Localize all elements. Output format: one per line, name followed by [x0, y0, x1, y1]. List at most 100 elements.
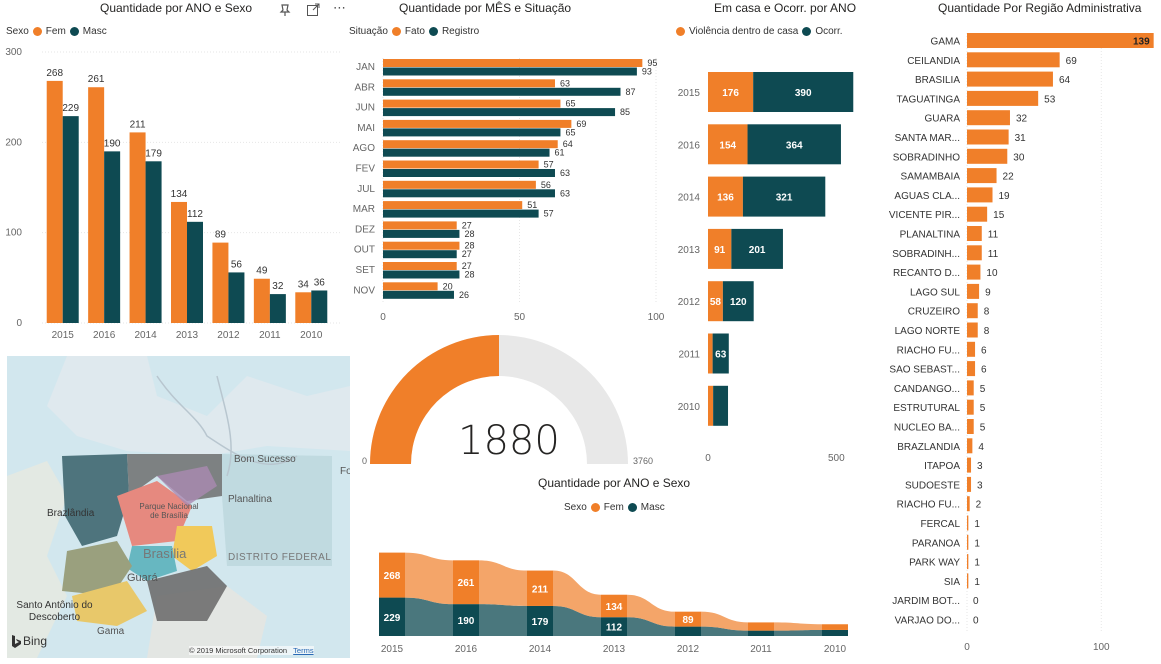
chart1-x-tick: 2011 — [259, 330, 281, 341]
chart6-x-tick: 2012 — [677, 644, 700, 655]
chart6-legend-fem[interactable]: Fem — [603, 502, 624, 513]
chart1-data-label: 89 — [215, 230, 227, 241]
chart3-bar-violencia — [708, 228, 732, 269]
chart1-data-label: 32 — [272, 281, 284, 292]
chart6-legend-title: Sexo — [564, 502, 587, 513]
chart3-bar-ocorr — [742, 176, 826, 217]
chart1-legend-fem[interactable]: Fem — [45, 26, 66, 37]
chart1-x-tick: 2016 — [93, 330, 116, 341]
chart1-data-label: 261 — [88, 74, 105, 85]
chart4-bar — [967, 438, 973, 454]
chart3-y-tick: 2013 — [678, 245, 701, 256]
chart4-data-label: 15 — [993, 210, 1005, 221]
chart3-legend-ocorr[interactable]: Ocorr. — [815, 26, 843, 37]
chart6-bar-masc — [675, 626, 701, 636]
chart6-data-label: 134 — [606, 602, 623, 613]
chart4-y-tick: SUDOESTE — [905, 480, 960, 491]
pin-icon[interactable] — [278, 3, 292, 20]
chart2-bar-registro — [383, 290, 454, 299]
chart6-ribbon-fem — [627, 594, 675, 627]
chart2-data-label: 26 — [459, 290, 469, 300]
chart3-y-tick: 2014 — [678, 193, 701, 204]
chart4-y-tick: TAGUATINGA — [896, 94, 960, 105]
map-label-santo-antonio: Santo Antônio do Descoberto — [16, 600, 93, 623]
chart2-bar-fato — [383, 180, 536, 189]
map-visual[interactable]: Bom Sucesso Planaltina Parque Nacional d… — [7, 356, 350, 658]
chart1-data-label: 179 — [145, 148, 162, 159]
chart4-bar — [967, 206, 988, 222]
chart2-bar-fato — [383, 140, 558, 149]
chart4-data-label: 19 — [999, 191, 1011, 202]
chart1-y-tick: 0 — [16, 318, 22, 329]
chart4-data-label: 8 — [984, 307, 990, 318]
chart4-y-tick: VARJAO DO... — [895, 616, 960, 627]
chart2-y-tick: AGO — [353, 143, 375, 154]
chart4-data-label: 5 — [980, 403, 986, 414]
chart4-bar — [967, 168, 997, 184]
chart2-data-label: 93 — [642, 67, 652, 77]
chart3-data-label: 58 — [710, 297, 722, 308]
chart2-bar-fato — [383, 241, 460, 250]
chart6-bar-masc — [822, 629, 848, 636]
chart2-data-label: 27 — [462, 249, 472, 259]
chart4-data-label: 5 — [980, 384, 986, 395]
chart3-legend: Violência dentro de casa Ocorr. — [676, 26, 843, 37]
chart4-data-label: 6 — [981, 345, 987, 356]
chart4-y-tick: RECANTO D... — [893, 268, 960, 279]
chart4-bar — [967, 419, 974, 434]
chart4-data-label: 3 — [977, 461, 983, 472]
chart6-ribbon-masc — [553, 605, 601, 636]
legend-dot-registro — [428, 27, 438, 36]
chart1-x-tick: 2014 — [134, 330, 157, 341]
chart3-title: Em casa e Ocorr. por ANO — [714, 1, 857, 15]
chart6-ribbon-masc — [701, 626, 748, 636]
chart6-bar-masc — [379, 597, 405, 636]
chart6-legend-masc[interactable]: Masc — [640, 502, 665, 513]
chart6-data-label: 261 — [458, 578, 475, 589]
chart2-data-label: 95 — [647, 58, 657, 68]
chart1-x-tick: 2015 — [52, 330, 75, 341]
chart6-bar-fem — [453, 560, 479, 605]
chart4-bar — [967, 90, 1039, 106]
chart4-bar — [967, 71, 1053, 87]
chart6-bar-masc — [527, 605, 553, 636]
chart4-bar — [967, 283, 980, 299]
map-terms-link[interactable]: Terms — [293, 646, 314, 655]
chart4-bar — [967, 573, 969, 589]
chart4-bar — [967, 187, 993, 203]
gauge-max: 3760 — [633, 456, 654, 466]
chart2-y-tick: SET — [356, 265, 375, 276]
chart2-bar-fato — [383, 59, 643, 67]
chart1-data-label: 112 — [187, 209, 203, 220]
chart6-data-label: 229 — [384, 613, 401, 624]
chart4-bar — [967, 322, 978, 338]
chart2-legend-fato[interactable]: Fato — [404, 26, 425, 37]
chart1-data-label: 56 — [231, 259, 243, 270]
chart2-data-label: 85 — [620, 107, 630, 117]
focus-mode-icon[interactable] — [306, 3, 320, 20]
chart2-data-label: 63 — [560, 168, 570, 178]
map-shapes — [7, 356, 350, 658]
chart2-bar-registro — [383, 87, 621, 96]
chart4-y-tick: ITAPOA — [924, 461, 960, 472]
chart6-ribbon-masc — [774, 629, 822, 636]
chart4-bar — [967, 303, 978, 319]
chart4-data-label: 0 — [973, 596, 979, 607]
chart3-y-tick: 2015 — [678, 88, 701, 99]
chart4-bar — [967, 110, 1010, 126]
chart2-data-label: 63 — [560, 188, 570, 198]
chart2-legend-registro[interactable]: Registro — [441, 26, 480, 37]
chart1-legend-masc[interactable]: Masc — [82, 26, 107, 37]
chart1-bar-fem — [212, 242, 229, 323]
chart3-legend-violencia[interactable]: Violência dentro de casa — [689, 26, 799, 37]
chart2-data-label: 65 — [565, 127, 575, 137]
chart2-data-label: 69 — [576, 119, 586, 129]
chart6-bar-fem — [601, 594, 627, 618]
map-label-bom-sucesso: Bom Sucesso — [234, 454, 296, 465]
chart2-data-label: 57 — [544, 160, 554, 170]
chart6-x-tick: 2015 — [381, 644, 404, 655]
chart4-bar — [967, 554, 969, 570]
more-options-icon[interactable]: ⋯ — [333, 0, 346, 15]
chart4-y-tick: AGUAS CLA... — [894, 191, 960, 202]
